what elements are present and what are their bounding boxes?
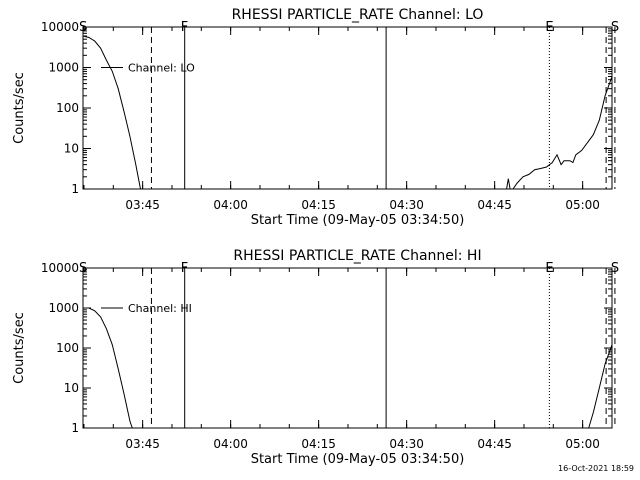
y-tick-label: 1 (71, 421, 79, 435)
plot-frame (82, 26, 613, 190)
event-marker-label: S (611, 20, 619, 35)
y-tick-label: 10000 (41, 20, 79, 34)
y-tick-label: 100 (56, 101, 79, 115)
data-line (83, 307, 133, 429)
data-line (82, 35, 141, 190)
y-axis-label: Counts/sec (12, 312, 27, 384)
y-tick-label: 10 (64, 142, 79, 156)
y-tick-label: 1 (71, 182, 79, 196)
y-tick-label: 1000 (48, 61, 79, 75)
x-tick-label: 04:30 (389, 198, 424, 212)
data-line (588, 344, 613, 429)
x-tick-label: 04:45 (477, 437, 512, 451)
x-tick-label: 04:30 (389, 437, 424, 451)
event-marker-label: E (545, 20, 553, 35)
event-marker-label: E (545, 261, 553, 276)
x-tick-label: 03:45 (125, 198, 160, 212)
x-tick-label: 05:00 (565, 437, 600, 451)
plot-frame (82, 267, 613, 429)
chart-panel-1: RHESSI PARTICLE_RATE Channel: LO 1 10 100 10… (12, 7, 619, 228)
x-axis-label: Start Time (09-May-05 03:34:50) (251, 213, 465, 228)
event-marker-label: F (181, 261, 188, 276)
x-tick-label: 05:00 (565, 198, 600, 212)
chart-title: RHESSI PARTICLE_RATE Channel: HI (233, 248, 481, 264)
y-tick-label: 10000 (41, 261, 79, 275)
chart-title: RHESSI PARTICLE_RATE Channel: LO (232, 7, 484, 23)
event-marker-label: F (181, 20, 188, 35)
x-tick-label: 03:45 (125, 437, 160, 451)
x-tick-label: 04:45 (477, 198, 512, 212)
y-tick-label: 10 (64, 381, 79, 395)
chart-panel-2: RHESSI PARTICLE_RATE Channel: HI 1 10 100 10… (12, 248, 619, 467)
event-marker-label: S (79, 261, 87, 276)
legend-label: Channel: LO (128, 62, 195, 75)
x-tick-label: 04:00 (213, 437, 248, 451)
footer-date: 16-Oct-2021 18:59 (558, 464, 634, 473)
x-tick-label: 04:00 (213, 198, 248, 212)
x-tick-label: 04:15 (301, 437, 336, 451)
data-line (506, 76, 613, 190)
event-marker-label: S (79, 20, 87, 35)
y-tick-label: 100 (56, 341, 79, 355)
y-axis-label: Counts/sec (12, 72, 27, 144)
y-tick-label: 1000 (48, 301, 79, 315)
x-tick-label: 04:15 (301, 198, 336, 212)
legend-label: Channel: HI (128, 302, 192, 315)
x-axis-label: Start Time (09-May-05 03:34:50) (251, 452, 465, 467)
event-marker-label: S (611, 261, 619, 276)
